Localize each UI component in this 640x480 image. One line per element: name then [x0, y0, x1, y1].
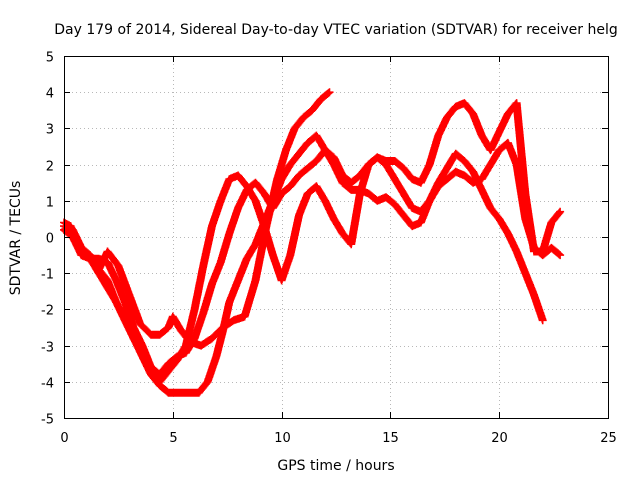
- x-tick-label: 25: [600, 431, 617, 446]
- y-axis-label: SDTVAR / TECUs: [8, 181, 24, 296]
- axis-ticks: 0 5 10 15 20 25 -5 -4 -3 -2 -1 0 1 2 3 4 5: [41, 51, 617, 447]
- y-tick-label: -5: [41, 413, 54, 428]
- series-track-2: [60, 131, 565, 397]
- x-tick-label: 5: [169, 431, 177, 446]
- y-tick-label: 5: [46, 51, 54, 66]
- chart-title: Day 179 of 2014, Sidereal Day-to-day VTE…: [54, 22, 617, 38]
- x-tick-label: 15: [382, 431, 399, 446]
- grid-lines: [64, 56, 608, 418]
- x-axis-label: GPS time / hours: [277, 458, 394, 474]
- y-tick-label: 0: [46, 232, 54, 247]
- y-tick-label: 3: [46, 123, 54, 138]
- x-tick-label: 10: [274, 431, 291, 446]
- y-tick-label: 1: [46, 196, 54, 211]
- y-tick-label: 4: [46, 87, 54, 102]
- y-tick-label: -2: [41, 304, 54, 319]
- y-tick-label: -4: [41, 377, 54, 392]
- y-tick-label: 2: [46, 160, 54, 175]
- x-tick-label: 20: [491, 431, 508, 446]
- y-tick-label: -3: [41, 341, 54, 356]
- y-tick-label: -1: [41, 268, 54, 283]
- series-layer: [60, 88, 565, 397]
- x-tick-label: 0: [60, 431, 68, 446]
